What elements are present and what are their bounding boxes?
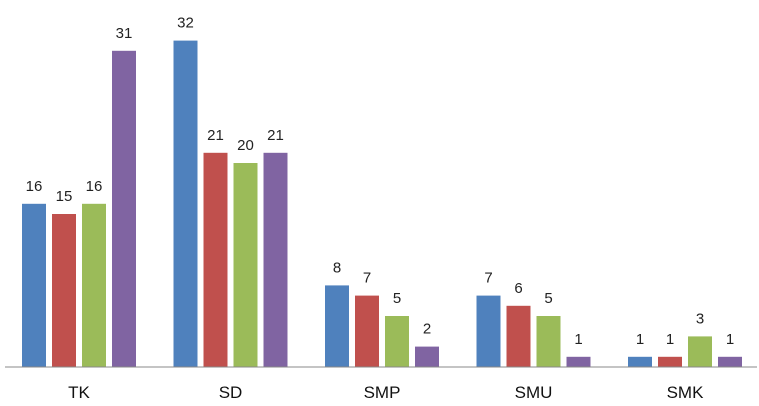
bar-smk-series-3 (688, 336, 712, 367)
bar-smu-series-2 (506, 305, 531, 367)
bar-sd-series-1 (173, 40, 198, 367)
bar-sd-series-2 (203, 152, 228, 367)
category-label-tk: TK (68, 383, 90, 402)
category-label-smk: SMK (667, 383, 705, 402)
bar-smk-series-1 (628, 356, 652, 367)
bar-smp-series-1 (325, 285, 349, 367)
value-label-sd-series-3: 20 (237, 137, 254, 154)
category-label-smu: SMU (515, 383, 553, 402)
bar-tk-series-2 (52, 214, 76, 367)
value-label-tk-series-4: 31 (116, 25, 133, 42)
bar-sd-series-4 (263, 152, 288, 367)
value-label-smk-series-1: 1 (636, 331, 644, 348)
value-label-tk-series-1: 16 (26, 178, 43, 195)
bar-smk-series-4 (718, 356, 742, 367)
value-label-sd-series-2: 21 (207, 127, 224, 144)
value-label-smp-series-2: 7 (363, 270, 371, 287)
bar-sd-series-3 (233, 163, 258, 367)
value-label-smp-series-4: 2 (423, 321, 431, 338)
category-label-smp: SMP (364, 383, 401, 402)
value-label-smu-series-1: 7 (484, 270, 492, 287)
bar-smu-series-1 (476, 295, 501, 367)
value-label-tk-series-2: 15 (56, 188, 73, 205)
bar-smp-series-4 (415, 346, 439, 367)
category-labels-group: TK SD SMP SMU SMK (68, 383, 704, 402)
bar-smp-series-2 (355, 295, 379, 367)
value-label-smp-series-1: 8 (333, 259, 341, 276)
bar-tk-series-4 (112, 50, 136, 368)
bar-smu-series-4 (566, 356, 591, 367)
value-label-tk-series-3: 16 (86, 178, 103, 195)
value-label-smk-series-3: 3 (696, 310, 704, 327)
category-label-sd: SD (219, 383, 243, 402)
bar-smk-series-2 (658, 356, 682, 367)
value-label-smu-series-4: 1 (574, 331, 582, 348)
value-label-smu-series-3: 5 (544, 290, 552, 307)
bar-smp-series-3 (385, 316, 409, 367)
bar-tk-series-1 (22, 203, 46, 367)
value-label-smu-series-2: 6 (514, 280, 522, 297)
value-label-sd-series-1: 32 (177, 15, 194, 32)
bar-tk-series-3 (82, 203, 106, 367)
value-label-smk-series-2: 1 (666, 331, 674, 348)
value-label-sd-series-4: 21 (267, 127, 284, 144)
value-label-smk-series-4: 1 (726, 331, 734, 348)
bar-smu-series-3 (536, 316, 561, 367)
bars-group (22, 40, 742, 368)
value-label-smp-series-3: 5 (393, 290, 401, 307)
